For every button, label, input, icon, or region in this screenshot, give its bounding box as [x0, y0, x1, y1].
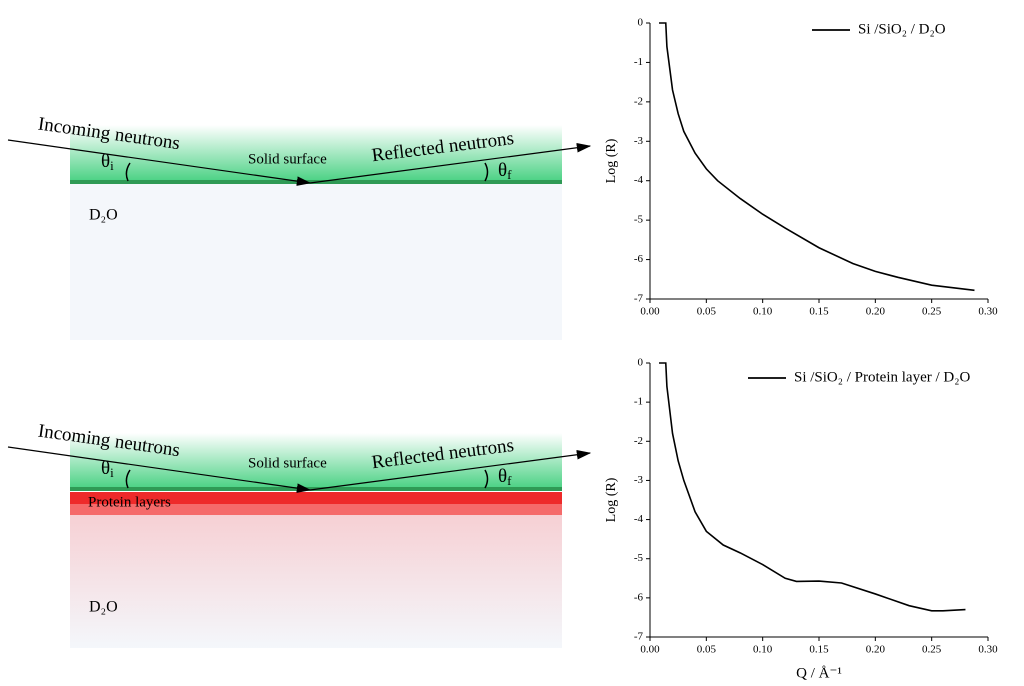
y-axis-label: Log (R): [604, 477, 619, 522]
y-tick-label: -5: [634, 552, 644, 564]
x-tick-label: 0.15: [809, 306, 829, 318]
reflected-beam: [309, 449, 592, 491]
legend-label: Si /SiO₂ / D₂O: [858, 21, 946, 37]
data-line: [659, 362, 966, 612]
y-tick-label: -5: [634, 214, 644, 226]
y-tick-label: -4: [634, 174, 644, 186]
x-tick-label: 0.10: [753, 306, 773, 318]
medium: [70, 183, 562, 340]
x-tick-label: 0.25: [922, 306, 942, 318]
incoming-beam: [7, 139, 312, 186]
y-tick-label: -6: [634, 591, 644, 603]
diagram-bottom: Incoming neutrons Reflected neutrons Sol…: [7, 420, 592, 648]
x-tick-label: 0.20: [866, 644, 886, 656]
x-tick-label: 0.30: [978, 306, 998, 318]
subscript: i: [110, 158, 114, 173]
symbol: θ: [101, 151, 110, 172]
subscript: f: [507, 167, 512, 182]
diagram-top: Incoming neutrons Reflected neutrons Sol…: [7, 113, 592, 340]
theta-in: θi: [101, 151, 114, 173]
x-tick-label: 0.30: [978, 644, 998, 656]
theta-out: θf: [498, 160, 512, 182]
x-tick-label: 0.10: [753, 644, 773, 656]
y-tick-label: -1: [634, 56, 643, 68]
medium-label: D₂O: [89, 599, 118, 616]
x-tick-label: 0.00: [640, 644, 660, 656]
layer-label: Protein layers: [88, 494, 171, 510]
y-tick-label: -3: [634, 474, 644, 486]
y-tick-label: -6: [634, 253, 644, 265]
subscript: f: [507, 473, 512, 488]
x-axis-label: Q / Å⁻¹: [796, 665, 842, 681]
angle-arc: [484, 469, 489, 489]
theta-in: θi: [101, 458, 114, 480]
x-tick-label: 0.05: [697, 306, 717, 318]
angle-arc: [125, 469, 131, 489]
surface-band: [70, 433, 562, 490]
y-tick-label: 0: [638, 357, 644, 369]
x-tick-label: 0.25: [922, 644, 942, 656]
x-tick-label: 0.00: [640, 306, 660, 318]
x-tick-label: 0.05: [697, 644, 717, 656]
angle-arc: [125, 162, 131, 182]
y-tick-label: -3: [634, 135, 644, 147]
surface-label: Solid surface: [248, 455, 327, 471]
y-tick-label: -4: [634, 513, 644, 525]
theta-out: θf: [498, 466, 512, 488]
x-tick-label: 0.15: [809, 644, 829, 656]
y-tick-label: 0: [638, 17, 644, 29]
y-tick-label: -1: [634, 396, 643, 408]
medium-label: D₂O: [89, 207, 118, 224]
surface-label: Solid surface: [248, 151, 327, 167]
subscript: i: [110, 465, 114, 480]
medium: [70, 515, 562, 648]
surface-band: [70, 125, 562, 183]
data-line: [659, 22, 975, 292]
y-tick-label: -2: [634, 435, 643, 447]
y-tick-label: -7: [634, 293, 644, 305]
angle-arc: [484, 162, 489, 182]
y-tick-label: -2: [634, 95, 643, 107]
x-tick-label: 0.20: [866, 306, 886, 318]
symbol: θ: [498, 160, 507, 181]
symbol: θ: [498, 466, 507, 487]
incoming-beam: [7, 446, 312, 493]
reflected-beam: [309, 142, 592, 184]
protein-layer: [70, 504, 562, 515]
protein-layer: [70, 492, 562, 504]
y-axis-label: Log (R): [604, 138, 619, 183]
y-tick-label: -7: [634, 631, 644, 643]
symbol: θ: [101, 458, 110, 479]
legend-label: Si /SiO₂ / Protein layer / D₂O: [794, 369, 970, 385]
